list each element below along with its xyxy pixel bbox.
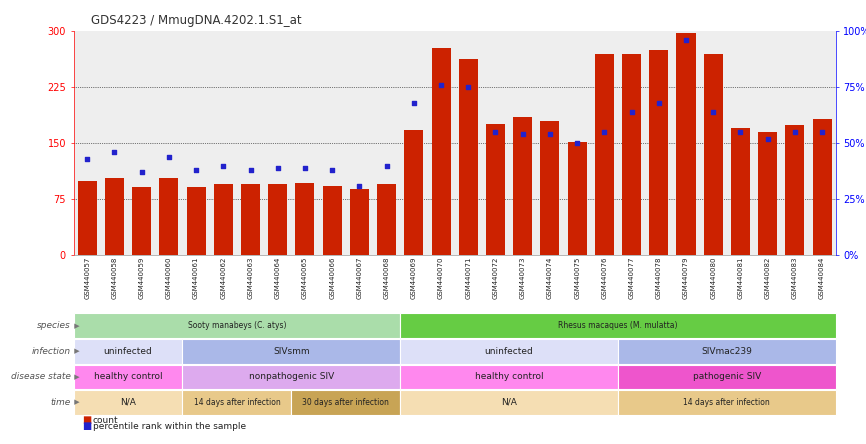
Point <box>598 128 611 135</box>
Text: ▶: ▶ <box>72 348 80 354</box>
Point <box>516 131 530 138</box>
Bar <box>186 186 205 255</box>
Text: 30 days after infection: 30 days after infection <box>302 398 389 407</box>
Bar <box>650 50 669 255</box>
Point <box>135 169 149 176</box>
Bar <box>758 132 777 255</box>
Text: Sooty manabeys (C. atys): Sooty manabeys (C. atys) <box>188 321 286 330</box>
Point <box>189 166 203 174</box>
Bar <box>377 183 396 255</box>
Text: ■: ■ <box>82 421 92 431</box>
Point <box>788 128 802 135</box>
Point <box>488 128 502 135</box>
Point <box>815 128 829 135</box>
Point <box>216 162 230 169</box>
Bar <box>704 54 723 255</box>
Text: uninfected: uninfected <box>104 347 152 356</box>
Point <box>462 83 475 91</box>
Text: ▶: ▶ <box>72 374 80 380</box>
Point <box>760 135 774 142</box>
Text: species: species <box>37 321 71 330</box>
Bar <box>159 178 178 255</box>
Bar <box>241 184 260 255</box>
Bar <box>595 54 614 255</box>
Bar <box>350 189 369 255</box>
Text: N/A: N/A <box>120 398 136 407</box>
Point <box>652 99 666 107</box>
Text: ■: ■ <box>82 416 92 425</box>
Bar <box>540 121 559 255</box>
Point <box>570 139 584 147</box>
Point <box>81 155 94 163</box>
Point <box>679 36 693 44</box>
Bar <box>676 33 695 255</box>
Bar <box>323 186 342 255</box>
Text: ▶: ▶ <box>72 399 80 405</box>
Bar <box>622 54 641 255</box>
Bar <box>812 119 831 255</box>
Point <box>107 149 121 156</box>
Text: count: count <box>93 416 119 425</box>
Bar <box>295 183 314 255</box>
Bar <box>731 128 750 255</box>
Bar <box>105 178 124 255</box>
Point <box>352 182 366 189</box>
Bar <box>132 187 152 255</box>
Point <box>707 108 721 115</box>
Point <box>407 99 421 107</box>
Text: Rhesus macaques (M. mulatta): Rhesus macaques (M. mulatta) <box>559 321 678 330</box>
Bar <box>459 59 478 255</box>
Text: SIVsmm: SIVsmm <box>273 347 310 356</box>
Text: SIVmac239: SIVmac239 <box>701 347 753 356</box>
Bar <box>486 124 505 255</box>
Point <box>434 81 448 88</box>
Point <box>734 128 747 135</box>
Text: 14 days after infection: 14 days after infection <box>683 398 770 407</box>
Bar <box>785 124 805 255</box>
Bar <box>514 117 533 255</box>
Text: infection: infection <box>32 347 71 356</box>
Bar <box>268 183 288 255</box>
Point <box>543 131 557 138</box>
Text: disease state: disease state <box>11 373 71 381</box>
Point <box>326 166 339 174</box>
Point <box>298 164 312 171</box>
Point <box>243 166 257 174</box>
Text: uninfected: uninfected <box>485 347 533 356</box>
Text: 14 days after infection: 14 days after infection <box>193 398 281 407</box>
Text: time: time <box>51 398 71 407</box>
Bar <box>214 183 233 255</box>
Bar <box>567 142 586 255</box>
Bar <box>431 48 450 255</box>
Text: nonpathogenic SIV: nonpathogenic SIV <box>249 373 334 381</box>
Bar <box>78 181 97 255</box>
Text: healthy control: healthy control <box>94 373 162 381</box>
Text: N/A: N/A <box>501 398 517 407</box>
Text: pathogenic SIV: pathogenic SIV <box>693 373 761 381</box>
Text: healthy control: healthy control <box>475 373 543 381</box>
Point <box>271 164 285 171</box>
Text: GDS4223 / MmugDNA.4202.1.S1_at: GDS4223 / MmugDNA.4202.1.S1_at <box>91 14 301 27</box>
Text: percentile rank within the sample: percentile rank within the sample <box>93 422 246 431</box>
Bar <box>404 130 423 255</box>
Point <box>162 153 176 160</box>
Point <box>379 162 393 169</box>
Point <box>624 108 638 115</box>
Text: ▶: ▶ <box>72 323 80 329</box>
